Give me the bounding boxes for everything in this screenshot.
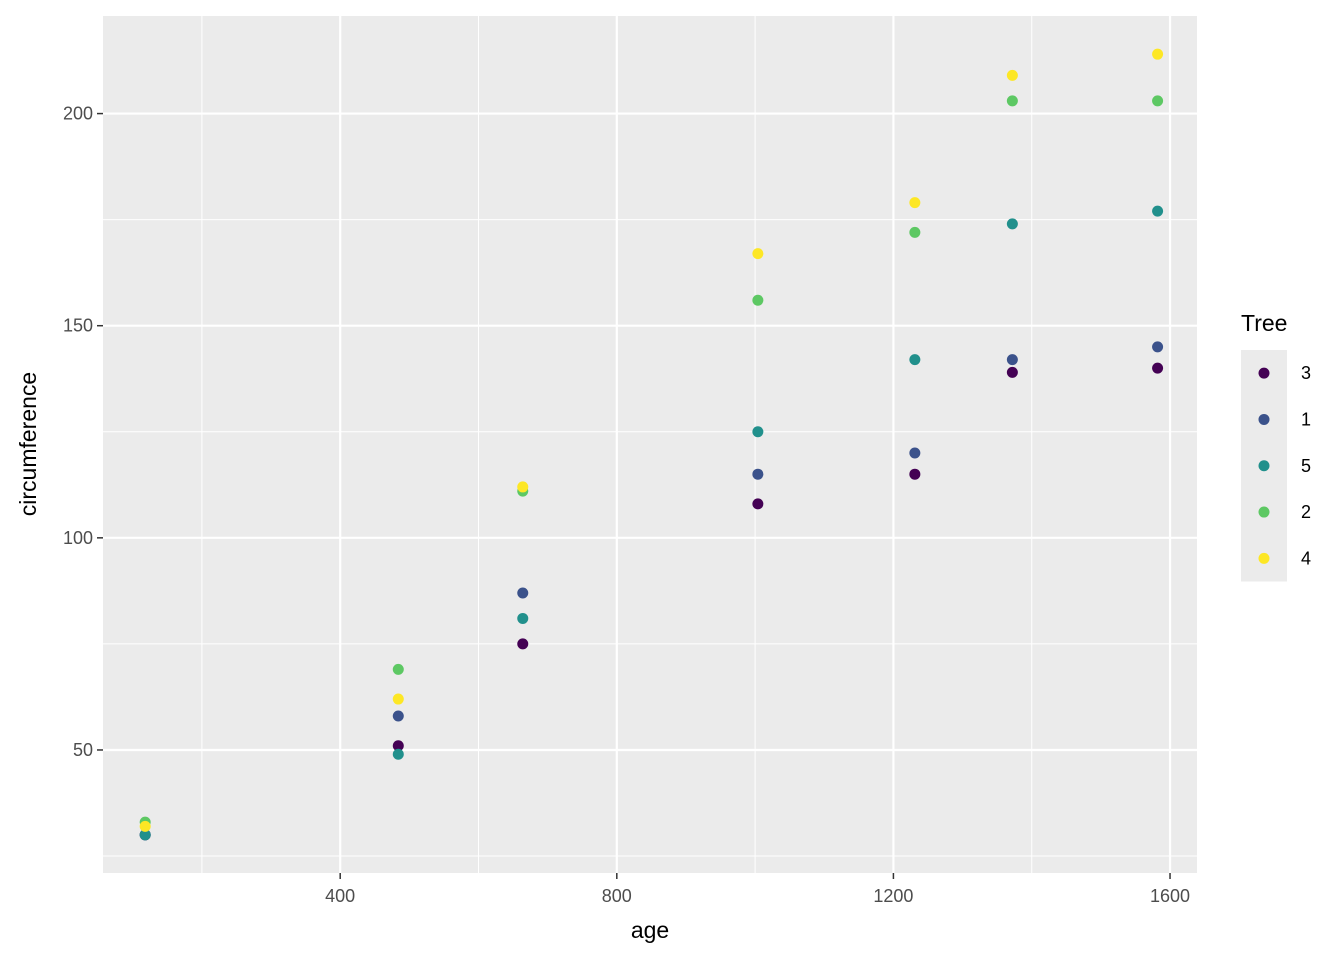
y-axis-title: circumference <box>15 372 41 516</box>
data-point-tree-1 <box>517 587 529 599</box>
data-point-tree-4 <box>139 820 151 832</box>
legend-key-tree-1 <box>1258 413 1270 425</box>
data-points <box>139 48 1164 841</box>
data-point-tree-1 <box>392 710 404 722</box>
data-point-tree-2 <box>909 226 921 238</box>
y-tick-label: 100 <box>63 528 93 548</box>
legend-key-tree-3 <box>1258 367 1270 379</box>
data-point-tree-1 <box>752 468 764 480</box>
data-point-tree-1 <box>1006 354 1018 366</box>
data-point-tree-2 <box>752 294 764 306</box>
legend-label-tree-3: 3 <box>1301 363 1311 383</box>
legend-label-tree-2: 2 <box>1301 502 1311 522</box>
data-point-tree-3 <box>517 638 529 650</box>
x-tick-label: 1600 <box>1150 886 1190 906</box>
data-point-tree-4 <box>392 693 404 705</box>
legend-label-tree-5: 5 <box>1301 456 1311 476</box>
data-point-tree-3 <box>909 468 921 480</box>
legend-title: Tree <box>1241 310 1287 336</box>
data-point-tree-5 <box>909 354 921 366</box>
data-point-tree-2 <box>1152 95 1164 107</box>
data-point-tree-2 <box>1006 95 1018 107</box>
data-point-tree-4 <box>1152 48 1164 60</box>
y-tick-label: 150 <box>63 316 93 336</box>
legend-label-tree-1: 1 <box>1301 409 1311 429</box>
data-point-tree-5 <box>392 748 404 760</box>
y-tick-label: 200 <box>63 104 93 124</box>
grid-lines <box>103 16 1197 873</box>
x-tick-label: 400 <box>325 886 355 906</box>
data-point-tree-3 <box>1006 366 1018 378</box>
data-point-tree-5 <box>517 612 529 624</box>
x-tick-label: 800 <box>602 886 632 906</box>
data-point-tree-5 <box>1006 218 1018 230</box>
data-point-tree-4 <box>517 481 529 493</box>
legend-key-tree-4 <box>1258 552 1270 564</box>
data-point-tree-4 <box>752 248 764 260</box>
plot-panel <box>103 16 1197 873</box>
data-point-tree-1 <box>909 447 921 459</box>
x-tick-label: 1200 <box>873 886 913 906</box>
axes: 400 800 1200 1600 50 100 150 200 <box>63 104 1190 906</box>
data-point-tree-5 <box>1152 205 1164 217</box>
data-point-tree-5 <box>752 426 764 438</box>
legend-key-tree-5 <box>1258 460 1270 472</box>
data-point-tree-3 <box>392 740 404 752</box>
data-point-tree-4 <box>1006 69 1018 81</box>
legend-label-tree-4: 4 <box>1301 548 1311 568</box>
data-point-tree-4 <box>909 197 921 209</box>
data-point-tree-5 <box>139 829 151 841</box>
legend-key-tree-2 <box>1258 506 1270 518</box>
x-axis-title: age <box>631 917 669 943</box>
y-tick-label: 50 <box>73 740 93 760</box>
data-point-tree-3 <box>752 498 764 510</box>
panel-background <box>103 16 1197 873</box>
legend: Tree 3 1 5 2 4 <box>1241 310 1311 582</box>
data-point-tree-3 <box>1152 362 1164 374</box>
data-point-tree-1 <box>1152 341 1164 353</box>
data-point-tree-2 <box>392 663 404 675</box>
